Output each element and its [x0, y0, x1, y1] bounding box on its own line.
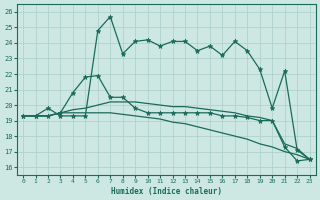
- X-axis label: Humidex (Indice chaleur): Humidex (Indice chaleur): [111, 187, 222, 196]
